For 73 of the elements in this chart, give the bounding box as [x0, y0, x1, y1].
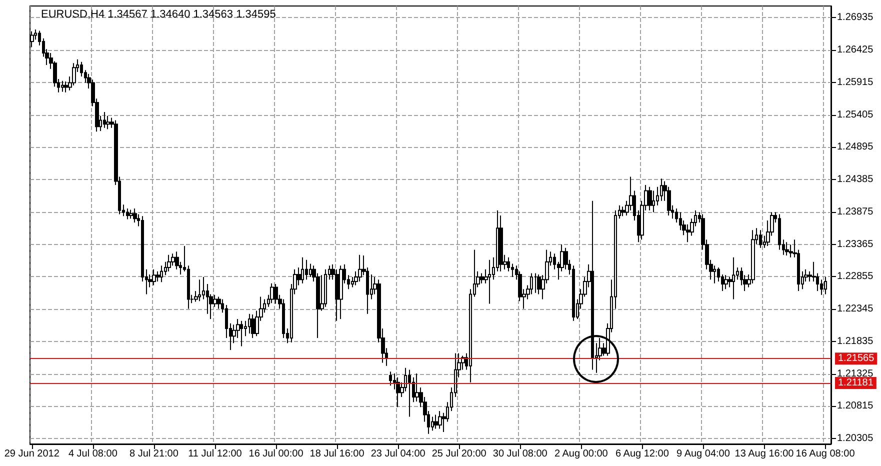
candlestick [152, 268, 156, 286]
candlestick [133, 208, 137, 223]
x-tick-label: 29 Jun 2012 [4, 448, 60, 460]
candlestick [724, 274, 728, 290]
candlestick [61, 80, 64, 92]
candlestick [103, 112, 106, 128]
candlestick [824, 276, 827, 295]
candlestick [408, 369, 411, 418]
x-tick-label: 18 Jul 16:00 [310, 448, 365, 460]
y-tick-label: 1.20305 [837, 433, 874, 444]
candlestick [240, 320, 243, 347]
candlestick [335, 268, 339, 322]
y-tick-label: 1.20815 [837, 400, 874, 412]
candlestick [167, 254, 171, 272]
candlestick [389, 371, 392, 386]
y-tick-label: 1.22855 [837, 271, 874, 282]
candlestick [785, 242, 789, 256]
y-tick-label: 1.22345 [837, 304, 874, 315]
x-tick-label: 2 Aug 00:00 [554, 448, 608, 460]
candlestick [160, 265, 163, 283]
candlestick [591, 200, 594, 370]
ref-line-label: 1.21181 [838, 377, 874, 388]
x-tick-label: 4 Jul 08:00 [68, 448, 118, 460]
y-tick-label: 1.26425 [837, 44, 874, 56]
candlestick [305, 259, 308, 280]
candlestick [339, 265, 343, 320]
candlestick [648, 186, 652, 211]
candlestick [106, 115, 110, 130]
x-tick-label: 9 Aug 04:00 [676, 448, 730, 460]
y-tick-label: 1.21325 [837, 368, 874, 380]
x-tick-label: 8 Jul 21:00 [129, 448, 179, 460]
candlestick [251, 314, 255, 338]
ref-line-label: 1.21565 [838, 353, 875, 364]
y-tick-label: 1.24385 [837, 174, 874, 186]
candlestick [488, 259, 491, 304]
candlestick [499, 214, 503, 272]
x-tick-label: 23 Jul 04:00 [370, 448, 426, 460]
x-tick-label: 16 Jul 00:00 [248, 448, 304, 460]
x-tick-label: 25 Jul 20:00 [432, 448, 487, 460]
candlestick [759, 230, 762, 248]
candlestick [301, 256, 304, 284]
candlestick [309, 263, 312, 278]
y-tick-label: 1.25405 [837, 109, 874, 120]
candlestick [324, 268, 327, 308]
candlestick [480, 272, 484, 284]
y-tick-label: 1.21835 [837, 336, 874, 347]
candlestick [751, 230, 755, 284]
candlestick [396, 376, 400, 408]
x-tick-label: 13 Aug 16:00 [734, 448, 794, 460]
candlestick [660, 178, 663, 202]
candlestick [270, 282, 274, 304]
x-tick-label: 6 Aug 12:00 [616, 448, 670, 460]
x-tick-label: 16 Aug 08:00 [796, 448, 856, 460]
candlestick [732, 256, 735, 300]
candlestick [248, 313, 251, 334]
y-tick-label: 1.24895 [837, 142, 874, 153]
y-tick-label: 1.26935 [837, 12, 874, 24]
y-tick-label: 1.23875 [837, 206, 874, 218]
candlestick [679, 212, 682, 231]
candlestick [217, 296, 221, 310]
candlestick [198, 279, 201, 302]
candlestick [129, 209, 133, 220]
x-tick-label: 11 Jul 12:00 [188, 448, 242, 460]
candlestick [438, 410, 442, 430]
chart-title: EURUSD,H4 1.34567 1.34640 1.34563 1.34595 [41, 8, 276, 20]
candlestick [434, 414, 438, 430]
y-tick-label: 1.23365 [837, 238, 874, 250]
x-tick-label: 30 Jul 08:00 [492, 448, 548, 460]
candlestick [358, 254, 362, 282]
y-tick-label: 1.25915 [837, 76, 874, 88]
candlestick [126, 208, 129, 220]
candlestick [534, 272, 537, 294]
candlestick [652, 190, 655, 213]
